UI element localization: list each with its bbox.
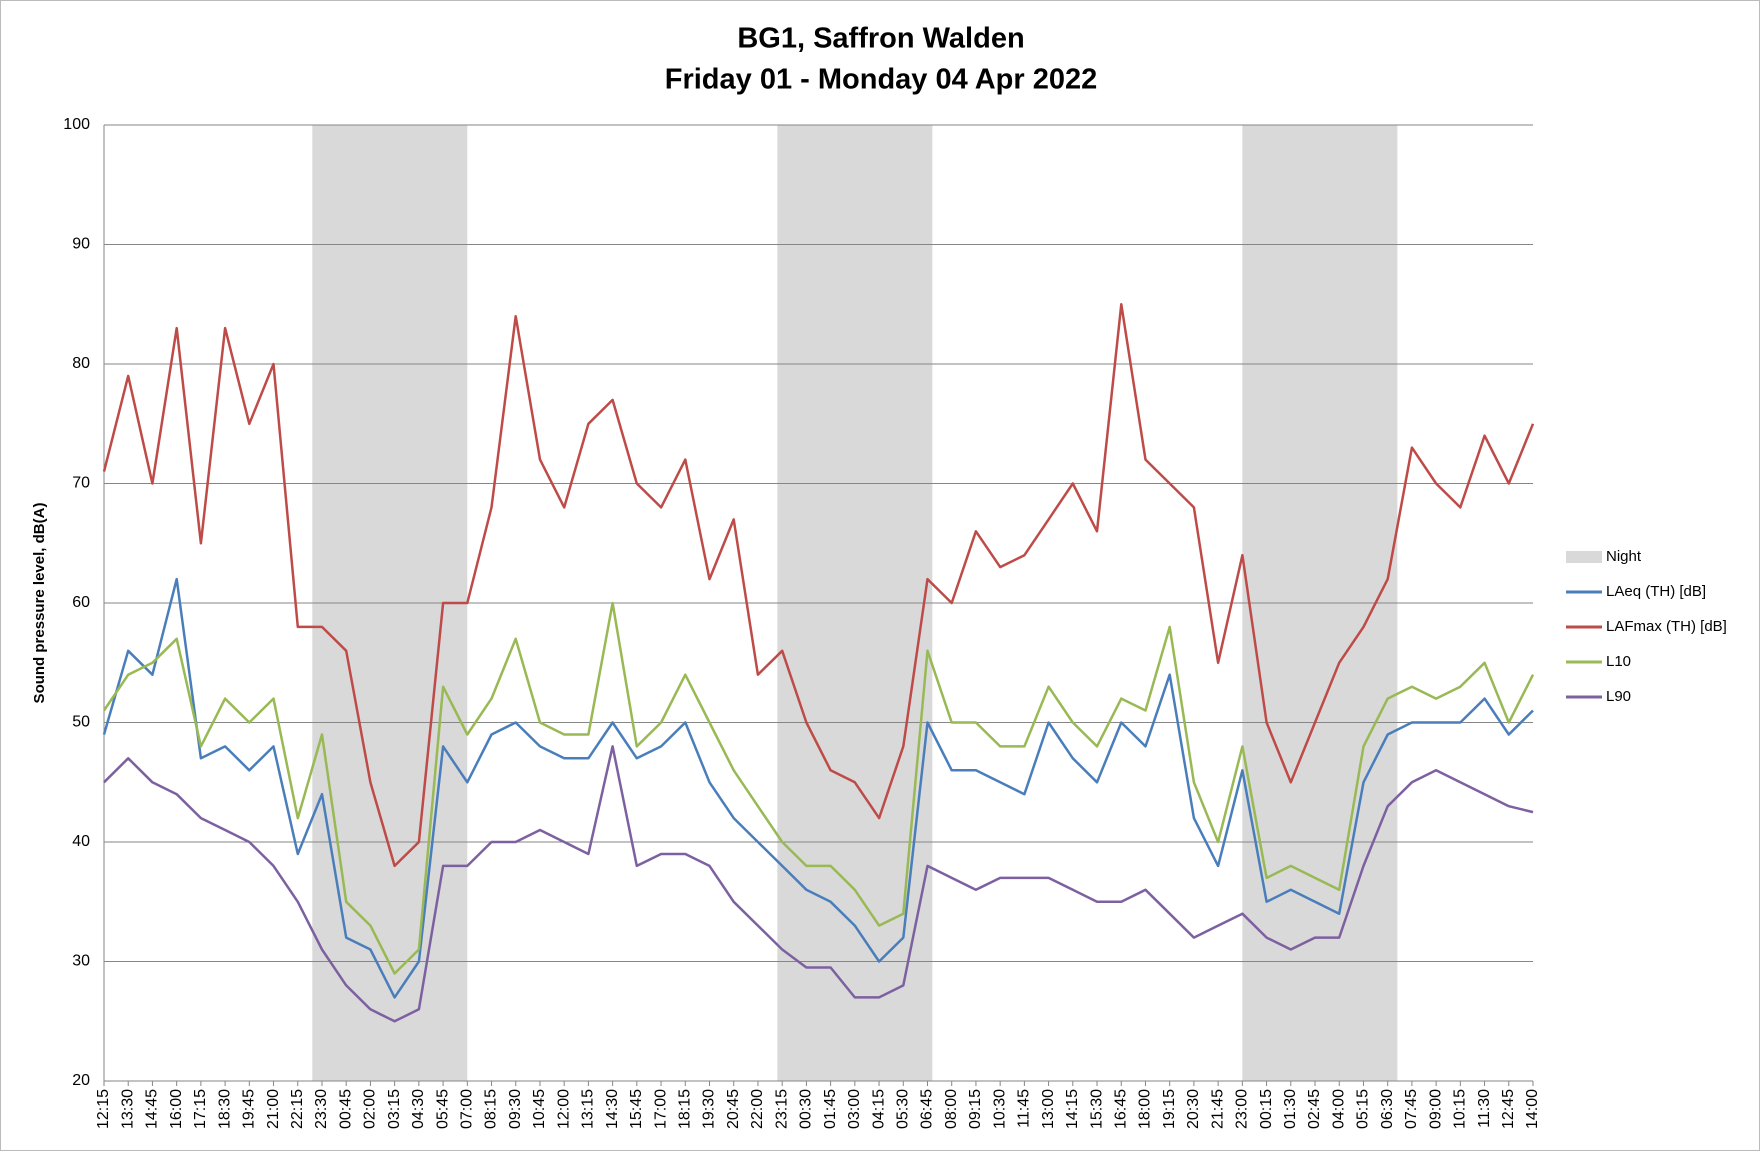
y-tick-label: 100 [63,116,90,133]
y-tick-label: 80 [72,355,90,372]
x-tick-label: 01:30 [1282,1089,1299,1129]
x-tick-label: 00:30 [798,1089,815,1129]
x-tick-label: 12:00 [555,1089,572,1129]
x-tick-label: 14:00 [1524,1089,1541,1129]
x-tick-label: 23:00 [1234,1089,1251,1129]
y-tick-label: 50 [72,714,90,731]
x-tick-label: 05:30 [894,1089,911,1129]
x-tick-label: 14:15 [1064,1089,1081,1129]
x-tick-label: 21:45 [1209,1089,1226,1129]
x-tick-label: 01:45 [822,1089,839,1129]
x-tick-label: 18:30 [216,1089,233,1129]
x-tick-label: 03:00 [846,1089,863,1129]
x-tick-label: 05:45 [434,1089,451,1129]
series-line [102,601,1535,975]
legend-swatch [1566,551,1602,563]
x-tick-label: 19:15 [1161,1089,1178,1129]
legend-label: L10 [1606,653,1631,670]
x-tick-label: 07:00 [459,1089,476,1129]
series-line [102,577,1534,999]
x-tick-label: 14:30 [604,1089,621,1129]
x-tick-label: 22:00 [749,1089,766,1129]
x-tick-label: 23:30 [313,1089,330,1129]
x-tick-label: 04:00 [1330,1089,1347,1129]
x-tick-label: 12:45 [1500,1089,1517,1129]
x-tick-label: 02:45 [1306,1089,1323,1129]
x-tick-label: 11:45 [1016,1089,1033,1128]
x-tick-label: 00:45 [337,1089,354,1129]
x-tick-label: 09:30 [507,1089,524,1129]
x-tick-label: 20:45 [725,1089,742,1129]
x-tick-label: 21:00 [265,1089,282,1129]
x-tick-label: 03:15 [386,1089,403,1129]
y-tick-label: 90 [72,236,90,253]
x-tick-label: 09:15 [967,1089,984,1129]
x-tick-label: 11:30 [1476,1089,1493,1128]
series-line [103,745,1534,1023]
x-tick-label: 07:45 [1403,1089,1420,1129]
x-tick-label: 23:15 [773,1089,790,1129]
x-tick-label: 13:00 [1040,1089,1057,1129]
y-tick-label: 40 [72,833,90,850]
x-tick-label: 19:30 [701,1089,718,1129]
y-tick-label: 20 [72,1072,90,1089]
x-tick-label: 10:15 [1452,1089,1469,1129]
x-tick-label: 06:30 [1379,1089,1396,1129]
x-tick-label: 18:00 [1137,1089,1154,1129]
y-axis-label: Sound pressure level, dB(A) [31,503,48,704]
x-tick-label: 17:15 [192,1089,209,1129]
x-tick-label: 10:45 [531,1089,548,1129]
x-tick-label: 00:15 [1258,1089,1275,1129]
legend-label: LAeq (TH) [dB] [1606,583,1706,600]
x-tick-label: 17:00 [652,1089,669,1129]
y-tick-label: 70 [72,475,90,492]
x-tick-label: 14:45 [144,1089,161,1129]
x-tick-label: 05:15 [1355,1089,1372,1129]
x-tick-label: 16:00 [168,1089,185,1129]
x-tick-label: 18:15 [677,1089,694,1129]
y-tick-label: 60 [72,594,90,611]
x-tick-label: 08:15 [483,1089,500,1129]
x-tick-label: 16:45 [1112,1089,1129,1129]
x-tick-label: 13:30 [119,1089,136,1129]
chart-title: BG1, Saffron Walden [737,23,1024,55]
x-tick-label: 09:00 [1427,1089,1444,1129]
x-tick-label: 02:00 [362,1089,379,1129]
x-tick-label: 13:15 [580,1089,597,1129]
x-tick-label: 19:45 [241,1089,258,1129]
x-tick-label: 04:15 [870,1089,887,1129]
x-tick-label: 22:15 [289,1089,306,1129]
chart-subtitle: Friday 01 - Monday 04 Apr 2022 [665,64,1097,96]
y-tick-label: 30 [72,953,90,970]
x-tick-label: 12:15 [95,1089,112,1129]
x-tick-label: 08:00 [943,1089,960,1129]
x-tick-label: 04:30 [410,1089,427,1129]
x-tick-label: 20:30 [1185,1089,1202,1129]
x-tick-label: 15:45 [628,1089,645,1129]
x-tick-label: 06:45 [919,1089,936,1129]
x-tick-label: 10:30 [991,1089,1008,1129]
series-line [102,303,1535,868]
legend-label: Night [1606,548,1642,565]
legend-label: LAFmax (TH) [dB] [1606,618,1727,635]
legend-label: L90 [1606,688,1631,705]
x-tick-label: 15:30 [1088,1089,1105,1129]
